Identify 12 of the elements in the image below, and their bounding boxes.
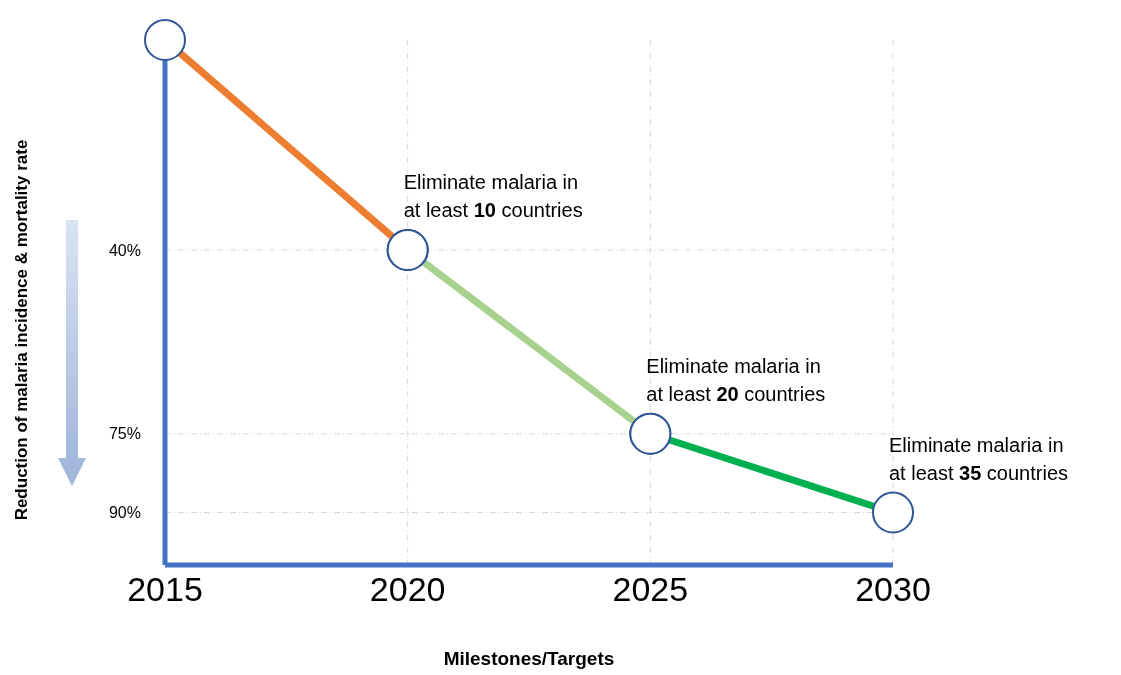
x-axis-title: Milestones/Targets [442, 648, 616, 670]
annotation: Eliminate malaria in at least 10 countries [403, 171, 583, 221]
y-tick-label: 75% [108, 425, 141, 443]
annotation: Eliminate malaria in at least 20 countries [646, 354, 826, 405]
x-tick-label: 2015 [127, 570, 203, 609]
x-tick-label: 2025 [612, 570, 689, 609]
annotation: Eliminate malaria in at least 35 countries [889, 433, 1069, 484]
y-tick-label: 40% [108, 241, 141, 259]
y-tick-label: 90% [108, 504, 141, 522]
y-axis-title: Reduction of malaria incidence & mortality rate [12, 139, 32, 521]
x-tick-label: 2020 [369, 570, 446, 609]
x-tick-label: 2030 [855, 570, 931, 609]
